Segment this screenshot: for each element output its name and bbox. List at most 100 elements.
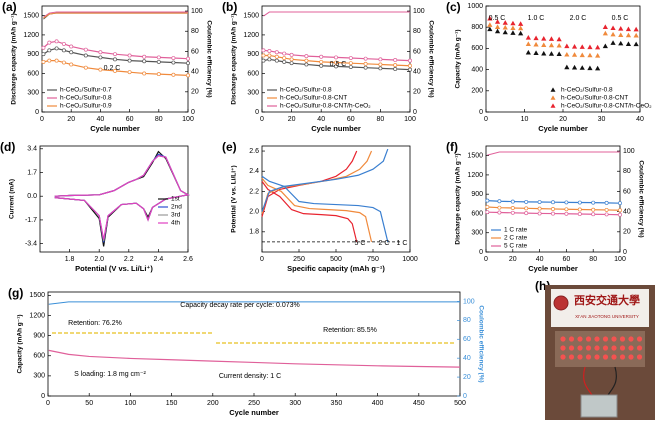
x-tick-label: 20 (559, 116, 567, 123)
y-axis-title: Discharge capacity (mAh g⁻¹) (11, 13, 18, 104)
marker (54, 58, 59, 63)
marker (510, 25, 516, 31)
legend-label: h-CeO₂/Sulfur-0.8-CNT/h-CeO₂ (280, 103, 371, 110)
marker (408, 63, 412, 68)
y-tick-label: 400 (471, 66, 483, 73)
marker (363, 65, 368, 70)
y2-axis-title: Coulombic efficiency (%) (477, 305, 484, 382)
marker (267, 49, 272, 53)
annotation: 1 C (397, 240, 408, 247)
annotation: 5 C (355, 240, 366, 247)
marker (625, 32, 632, 38)
marker (510, 30, 516, 35)
marker (393, 58, 398, 62)
led (560, 354, 566, 360)
led (585, 345, 592, 351)
series-line (43, 12, 188, 20)
marker (261, 48, 266, 53)
y2-tick-label: 80 (191, 28, 199, 35)
y-tick-label: 1500 (23, 12, 39, 19)
x-tick-label: 0 (260, 256, 264, 263)
y2-tick-label: 40 (413, 68, 421, 75)
marker (502, 24, 508, 30)
marker (378, 57, 383, 62)
marker (127, 70, 132, 75)
panel-label: (g) (8, 286, 23, 300)
y2-tick-label: 0 (463, 393, 467, 400)
marker (556, 42, 562, 48)
marker (171, 72, 176, 77)
y2-tick-label: 60 (191, 48, 199, 55)
y-tick-label: 2.4 (249, 168, 259, 175)
led (602, 354, 609, 360)
y-tick-label: 800 (471, 24, 483, 31)
y2-tick-label: 20 (413, 89, 421, 96)
marker (551, 211, 555, 216)
y-tick-label: 900 (33, 332, 45, 339)
marker (127, 58, 132, 63)
panel-label: (b) (222, 0, 237, 14)
led (568, 345, 575, 351)
y-tick-label: 1500 (243, 12, 259, 19)
marker (502, 20, 508, 25)
x-tick-label: 20 (288, 116, 296, 123)
marker (83, 47, 88, 52)
y2-tick-label: 0 (191, 109, 195, 116)
y-tick-label: 0.0 (27, 193, 37, 200)
marker (282, 59, 287, 64)
marker (47, 40, 52, 45)
marker (551, 200, 555, 205)
annotation: Retention: 85.5% (323, 327, 377, 334)
marker (348, 61, 353, 66)
marker (261, 53, 266, 58)
banner-subtitle: XI'AN JIAOTONG UNIVERSITY (575, 314, 639, 319)
x-tick-label: 40 (97, 116, 105, 123)
marker (186, 73, 190, 78)
marker (533, 41, 539, 47)
marker (267, 57, 272, 62)
marker (319, 59, 324, 64)
led (602, 345, 609, 351)
marker (595, 44, 601, 50)
x-tick-label: 40 (317, 116, 325, 123)
y2-axis-title: Coulombic efficiency (%) (205, 20, 212, 97)
marker (186, 56, 190, 61)
series-line (261, 148, 389, 212)
plot-frame (261, 145, 411, 253)
y2-tick-label: 20 (623, 229, 631, 236)
y2-tick-label: 80 (623, 168, 631, 175)
marker (274, 50, 279, 55)
marker (525, 35, 531, 40)
x-tick-label: 100 (614, 256, 626, 263)
series-line (48, 349, 461, 368)
marker (577, 207, 582, 212)
legend-label: 4th (171, 220, 180, 227)
y2-axis-title: Coulombic efficiency (%) (427, 20, 434, 97)
marker (610, 40, 616, 45)
marker (274, 58, 279, 63)
x-tick-label: 0 (260, 116, 264, 123)
y2-tick-label: 100 (623, 148, 635, 155)
marker (533, 50, 539, 55)
y-tick-label: 0 (35, 109, 39, 116)
marker (156, 72, 161, 77)
y-axis-title: Discharge capacity (mAh g⁻¹) (231, 13, 238, 104)
marker (564, 51, 570, 57)
marker (587, 44, 593, 50)
x-tick-label: 500 (454, 400, 466, 407)
legend-label: h-CeO₂/Sulfur-0.8-CNT/h-CeO₂ (561, 103, 652, 110)
y-tick-label: 600 (247, 70, 259, 77)
marker (556, 36, 562, 42)
y-tick-label: 600 (471, 210, 483, 217)
marker (487, 15, 493, 21)
marker (378, 66, 383, 71)
marker (171, 56, 176, 60)
marker (363, 61, 368, 66)
marker (587, 65, 593, 71)
marker (577, 200, 582, 205)
led (619, 345, 626, 351)
marker (186, 61, 190, 66)
x-tick-label: 400 (372, 400, 384, 407)
x-tick-label: 100 (125, 400, 137, 407)
marker (41, 45, 46, 50)
